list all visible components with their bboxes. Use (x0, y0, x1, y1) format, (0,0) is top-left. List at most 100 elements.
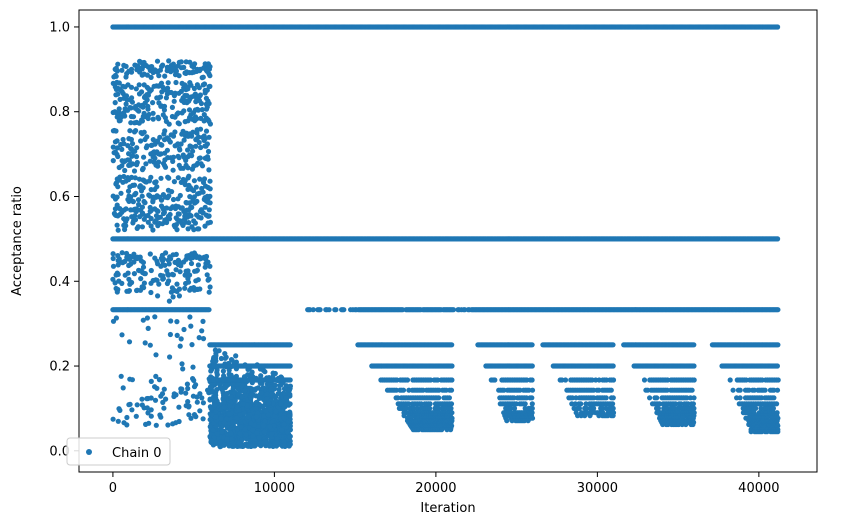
data-point (258, 390, 264, 396)
data-point (159, 142, 165, 148)
data-point (200, 400, 206, 406)
data-point (177, 192, 183, 199)
data-point (193, 184, 199, 190)
data-point (148, 174, 154, 180)
data-point (203, 253, 210, 260)
data-point (176, 211, 182, 217)
data-point (123, 101, 129, 107)
data-point (188, 213, 194, 219)
data-point (194, 399, 200, 405)
data-point (206, 134, 212, 140)
data-point (266, 400, 272, 406)
data-point (172, 129, 178, 135)
data-point (148, 267, 154, 274)
data-point (202, 204, 208, 210)
data-point (112, 100, 118, 106)
data-point (115, 418, 121, 424)
data-point (203, 128, 210, 134)
data-point (207, 178, 213, 184)
data-point (274, 439, 280, 445)
data-point (278, 401, 284, 407)
data-point (129, 377, 135, 383)
data-point (152, 255, 158, 261)
data-point (153, 179, 159, 185)
data-point (174, 281, 180, 287)
data-point (128, 66, 135, 72)
data-point (213, 414, 219, 420)
data-point (449, 342, 455, 348)
data-point (115, 227, 121, 233)
data-point (157, 412, 163, 418)
data-point (145, 103, 151, 109)
data-point (152, 314, 158, 320)
data-point (221, 404, 227, 410)
data-point (133, 128, 139, 134)
data-point (118, 190, 124, 196)
data-point (230, 386, 236, 392)
data-point (185, 279, 192, 285)
data-point (153, 352, 159, 358)
data-point (134, 255, 140, 262)
data-point (165, 422, 171, 428)
data-point (169, 189, 175, 195)
data-point (287, 363, 293, 369)
data-point (188, 255, 194, 262)
data-point (119, 280, 125, 286)
data-point (450, 307, 457, 313)
data-point (193, 414, 199, 420)
data-point (610, 363, 616, 369)
data-point (208, 384, 214, 390)
data-point (261, 413, 267, 419)
data-point (237, 431, 243, 437)
data-point (150, 100, 156, 106)
data-point (245, 372, 251, 378)
data-point (185, 399, 191, 405)
data-point (174, 319, 180, 325)
data-point (196, 335, 202, 341)
data-point (529, 377, 535, 383)
data-point (230, 440, 236, 446)
data-point (125, 270, 131, 276)
data-point (173, 79, 179, 86)
data-point (217, 439, 223, 445)
data-point (156, 159, 162, 165)
data-point (122, 167, 128, 174)
data-point (188, 260, 195, 267)
data-point (145, 410, 151, 416)
data-point (165, 213, 171, 219)
data-point (249, 392, 255, 398)
data-point (186, 173, 192, 179)
data-point (199, 163, 206, 169)
data-point (165, 80, 171, 86)
data-point (154, 385, 160, 391)
data-point (221, 399, 227, 406)
data-point (162, 164, 169, 170)
data-point (186, 404, 192, 410)
data-point (199, 328, 205, 334)
data-point (252, 387, 258, 393)
data-point (113, 315, 119, 321)
data-point (191, 178, 197, 184)
data-point (439, 427, 445, 433)
data-point (272, 370, 278, 377)
data-point (150, 227, 156, 233)
data-point (326, 307, 332, 313)
data-point (161, 386, 167, 392)
data-point (448, 401, 455, 407)
data-point (129, 407, 135, 413)
data-point (279, 427, 285, 433)
data-point (341, 307, 347, 313)
data-point (207, 219, 213, 225)
data-point (449, 363, 455, 369)
data-point (173, 251, 179, 257)
data-point (142, 340, 148, 346)
data-point (206, 100, 212, 107)
data-point (110, 255, 116, 262)
data-point (142, 271, 148, 277)
data-point (200, 74, 206, 80)
data-point (529, 342, 535, 348)
data-point (197, 391, 203, 397)
data-point (157, 94, 164, 100)
data-point (114, 194, 120, 200)
data-point (214, 387, 220, 393)
